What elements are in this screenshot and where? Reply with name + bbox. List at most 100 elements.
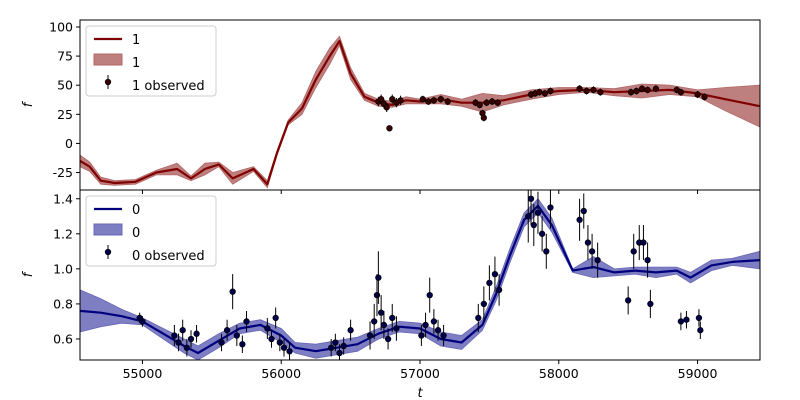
top-observed-point [476, 101, 483, 109]
top-legend: 1 1 1 observed [85, 25, 217, 97]
bottom-observed-point [268, 335, 275, 343]
bottom-observed-point [264, 325, 271, 332]
top-observed-point [425, 98, 432, 105]
top-legend-label: 1 observed [132, 79, 205, 94]
bottom-observed-point [594, 256, 601, 264]
bottom-observed-point [647, 300, 654, 308]
top-observed-point [480, 114, 487, 121]
bottom-observed-point [491, 270, 499, 278]
bottom-y-tick-label: 1.4 [53, 191, 73, 206]
bottom-observed-point [625, 297, 632, 304]
bottom-plot-area [80, 190, 760, 360]
bottom-legend: 0 0 0 observed [85, 195, 217, 267]
bottom-legend-band-swatch [93, 223, 123, 236]
bottom-y-tick-label: 1.2 [53, 226, 73, 241]
bottom-observed-point [243, 318, 250, 325]
bottom-observed-point [366, 332, 374, 339]
top-observed-point [627, 89, 635, 96]
top-y-axis-label: f [21, 100, 36, 107]
bottom-observed-point [187, 335, 195, 343]
top-y-ticks: -25 0 25 50 75 100 [49, 19, 699, 194]
bottom-observed-point [223, 327, 231, 334]
bottom-observed-point [697, 327, 704, 334]
top-legend-label: 1 [132, 33, 140, 48]
top-observed-point [633, 87, 640, 95]
bottom-observed-point [495, 286, 503, 294]
bottom-y-tick-label: 0.6 [53, 331, 73, 346]
bottom-observed-point [139, 318, 146, 325]
bottom-y-tick-label: 1.0 [53, 261, 73, 276]
bottom-observed-point [584, 239, 592, 246]
top-observed-point [652, 85, 660, 92]
bottom-observed-point [695, 314, 703, 322]
bottom-y-tick-label: 0.8 [53, 296, 73, 311]
bottom-y-axis-label: f [21, 270, 36, 277]
bottom-observed-point [547, 204, 554, 211]
bottom-observed-point [430, 318, 438, 325]
bottom-legend-label: 0 observed [132, 249, 205, 264]
bottom-observed-point [683, 316, 690, 323]
bottom-legend-label: 0 [132, 203, 140, 218]
bottom-observed-point [418, 332, 425, 339]
bottom-observed-point [183, 344, 191, 351]
bottom-observed-point [630, 248, 637, 255]
bottom-observed-point [640, 239, 647, 246]
top-observed-point [701, 93, 708, 100]
bottom-observed-point [393, 325, 400, 332]
top-observed-point [638, 85, 646, 92]
bottom-panel: 0.6 0.8 1.0 1.2 1.4 55000 56000 57000 58000 59000… [21, 189, 761, 400]
top-observed-point [597, 89, 604, 96]
bottom-observed-point [336, 349, 343, 357]
top-observed-point [494, 99, 501, 106]
top-y-tick-label: 100 [49, 19, 73, 34]
top-legend-band-swatch [93, 53, 123, 66]
top-observed-point [389, 96, 396, 103]
bottom-observed-point [530, 221, 537, 229]
bottom-observed-point [229, 288, 236, 295]
bottom-observed-point [422, 321, 429, 329]
bottom-observed-point [272, 314, 279, 322]
bottom-observed-point [239, 341, 246, 348]
bottom-observed-point [280, 344, 288, 351]
bottom-observed-point [380, 321, 388, 329]
top-y-tick-label: -25 [53, 165, 73, 180]
top-observed-point [583, 87, 590, 95]
bottom-observed-point [580, 207, 587, 215]
top-panel: -25 0 25 50 75 100 f 1 1 1 observed [21, 19, 761, 194]
bottom-observed-point [534, 209, 542, 216]
bottom-observed-point [588, 248, 596, 255]
top-observed-point [397, 97, 404, 104]
bottom-observed-point [434, 327, 442, 334]
top-observed-point [419, 96, 426, 103]
bottom-observed-point [576, 216, 583, 223]
top-y-tick-label: 75 [57, 49, 73, 64]
bottom-observed-point [375, 274, 382, 281]
bottom-mean-line [80, 204, 760, 355]
top-observed-point [489, 98, 496, 105]
bottom-observed-point [171, 332, 178, 339]
top-observed-point [677, 89, 685, 96]
bottom-legend-label: 0 [132, 226, 140, 241]
bottom-observed-point [276, 339, 283, 346]
bottom-observed-point [286, 348, 293, 355]
bottom-observed-point [677, 318, 685, 325]
bottom-ticks: 0.6 0.8 1.0 1.2 1.4 55000 56000 57000 58000 59000 [53, 191, 717, 381]
top-observed-point [437, 96, 444, 103]
bottom-observed-point [377, 309, 385, 316]
bottom-observed-point [538, 230, 546, 237]
bottom-legend-box [85, 195, 217, 267]
bottom-observed-point [193, 330, 200, 337]
top-observed-point [576, 85, 583, 92]
x-axis-label: t [417, 386, 423, 400]
top-observed-point [694, 91, 701, 98]
top-observed-point [383, 104, 390, 111]
top-observed-point [483, 99, 490, 106]
top-y-tick-label: 0 [65, 136, 73, 151]
x-tick-label: 56000 [261, 366, 301, 381]
top-observed-point [386, 125, 393, 132]
bottom-observed-point [233, 332, 240, 339]
top-legend-label: 1 [132, 56, 140, 71]
bottom-observed-point [426, 292, 433, 299]
x-tick-label: 59000 [678, 366, 718, 381]
x-tick-label: 55000 [123, 366, 163, 381]
